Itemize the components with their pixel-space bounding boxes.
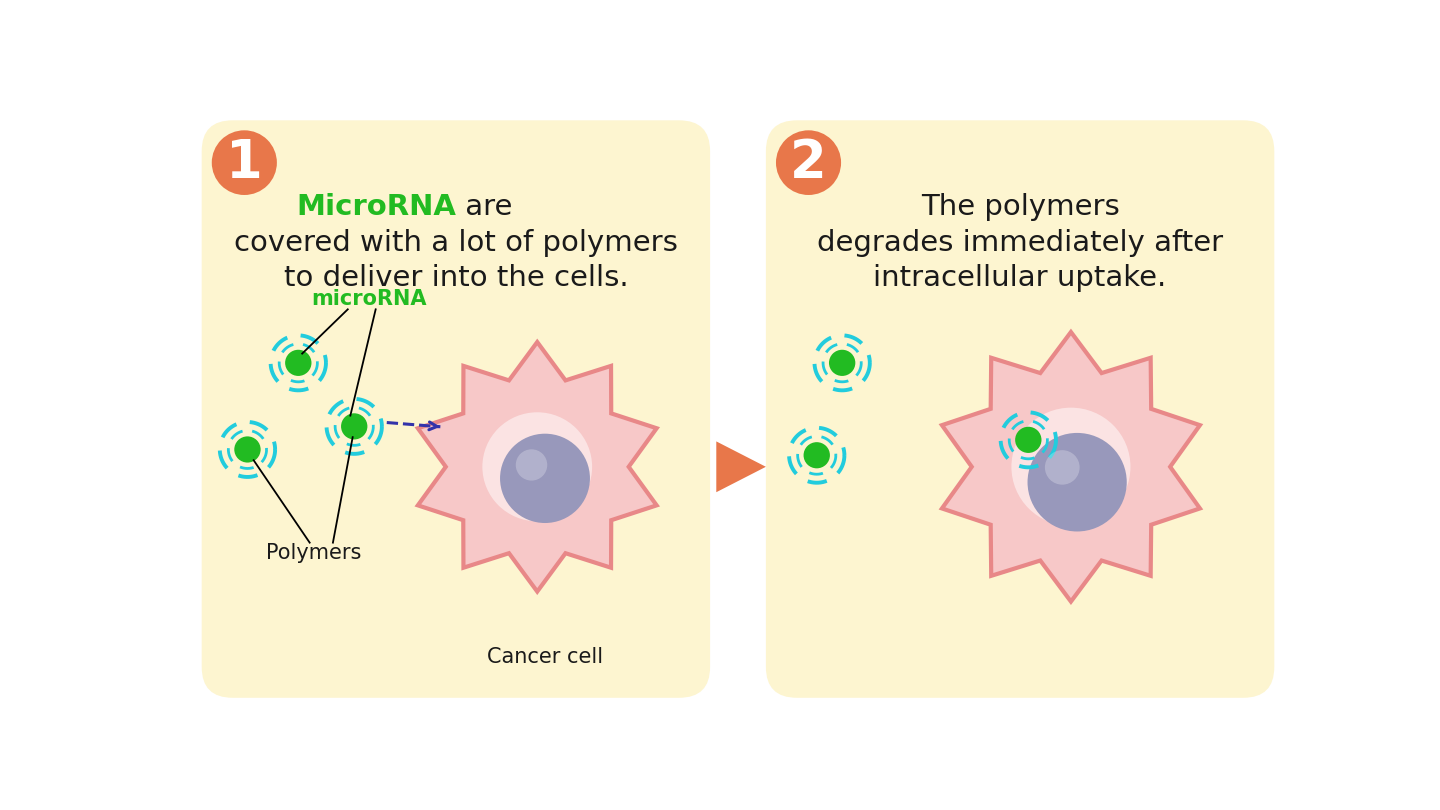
FancyBboxPatch shape (766, 121, 1274, 697)
Circle shape (235, 437, 261, 463)
Text: microRNA: microRNA (311, 289, 428, 309)
Text: degrades immediately after: degrades immediately after (816, 229, 1223, 257)
Circle shape (1045, 450, 1080, 484)
Circle shape (804, 442, 829, 468)
FancyBboxPatch shape (202, 121, 710, 697)
Circle shape (1015, 427, 1041, 453)
Text: The polymers: The polymers (920, 194, 1119, 221)
Circle shape (212, 130, 276, 195)
Text: 1: 1 (226, 137, 262, 189)
Text: are: are (456, 194, 513, 221)
Circle shape (341, 413, 367, 440)
Polygon shape (716, 441, 766, 492)
Text: Polymers: Polymers (266, 544, 361, 564)
Text: covered with a lot of polymers: covered with a lot of polymers (233, 229, 678, 257)
Polygon shape (418, 342, 657, 591)
Circle shape (829, 350, 855, 376)
Polygon shape (942, 332, 1200, 602)
Circle shape (1028, 433, 1126, 531)
Text: MicroRNA: MicroRNA (297, 194, 456, 221)
Text: intracellular uptake.: intracellular uptake. (874, 264, 1166, 292)
Circle shape (500, 433, 590, 523)
Circle shape (482, 412, 592, 522)
Circle shape (516, 450, 547, 480)
Circle shape (776, 130, 841, 195)
Text: to deliver into the cells.: to deliver into the cells. (284, 264, 628, 292)
Circle shape (285, 350, 311, 376)
Circle shape (1011, 407, 1130, 526)
Text: Cancer cell: Cancer cell (487, 647, 603, 667)
Text: 2: 2 (791, 137, 827, 189)
